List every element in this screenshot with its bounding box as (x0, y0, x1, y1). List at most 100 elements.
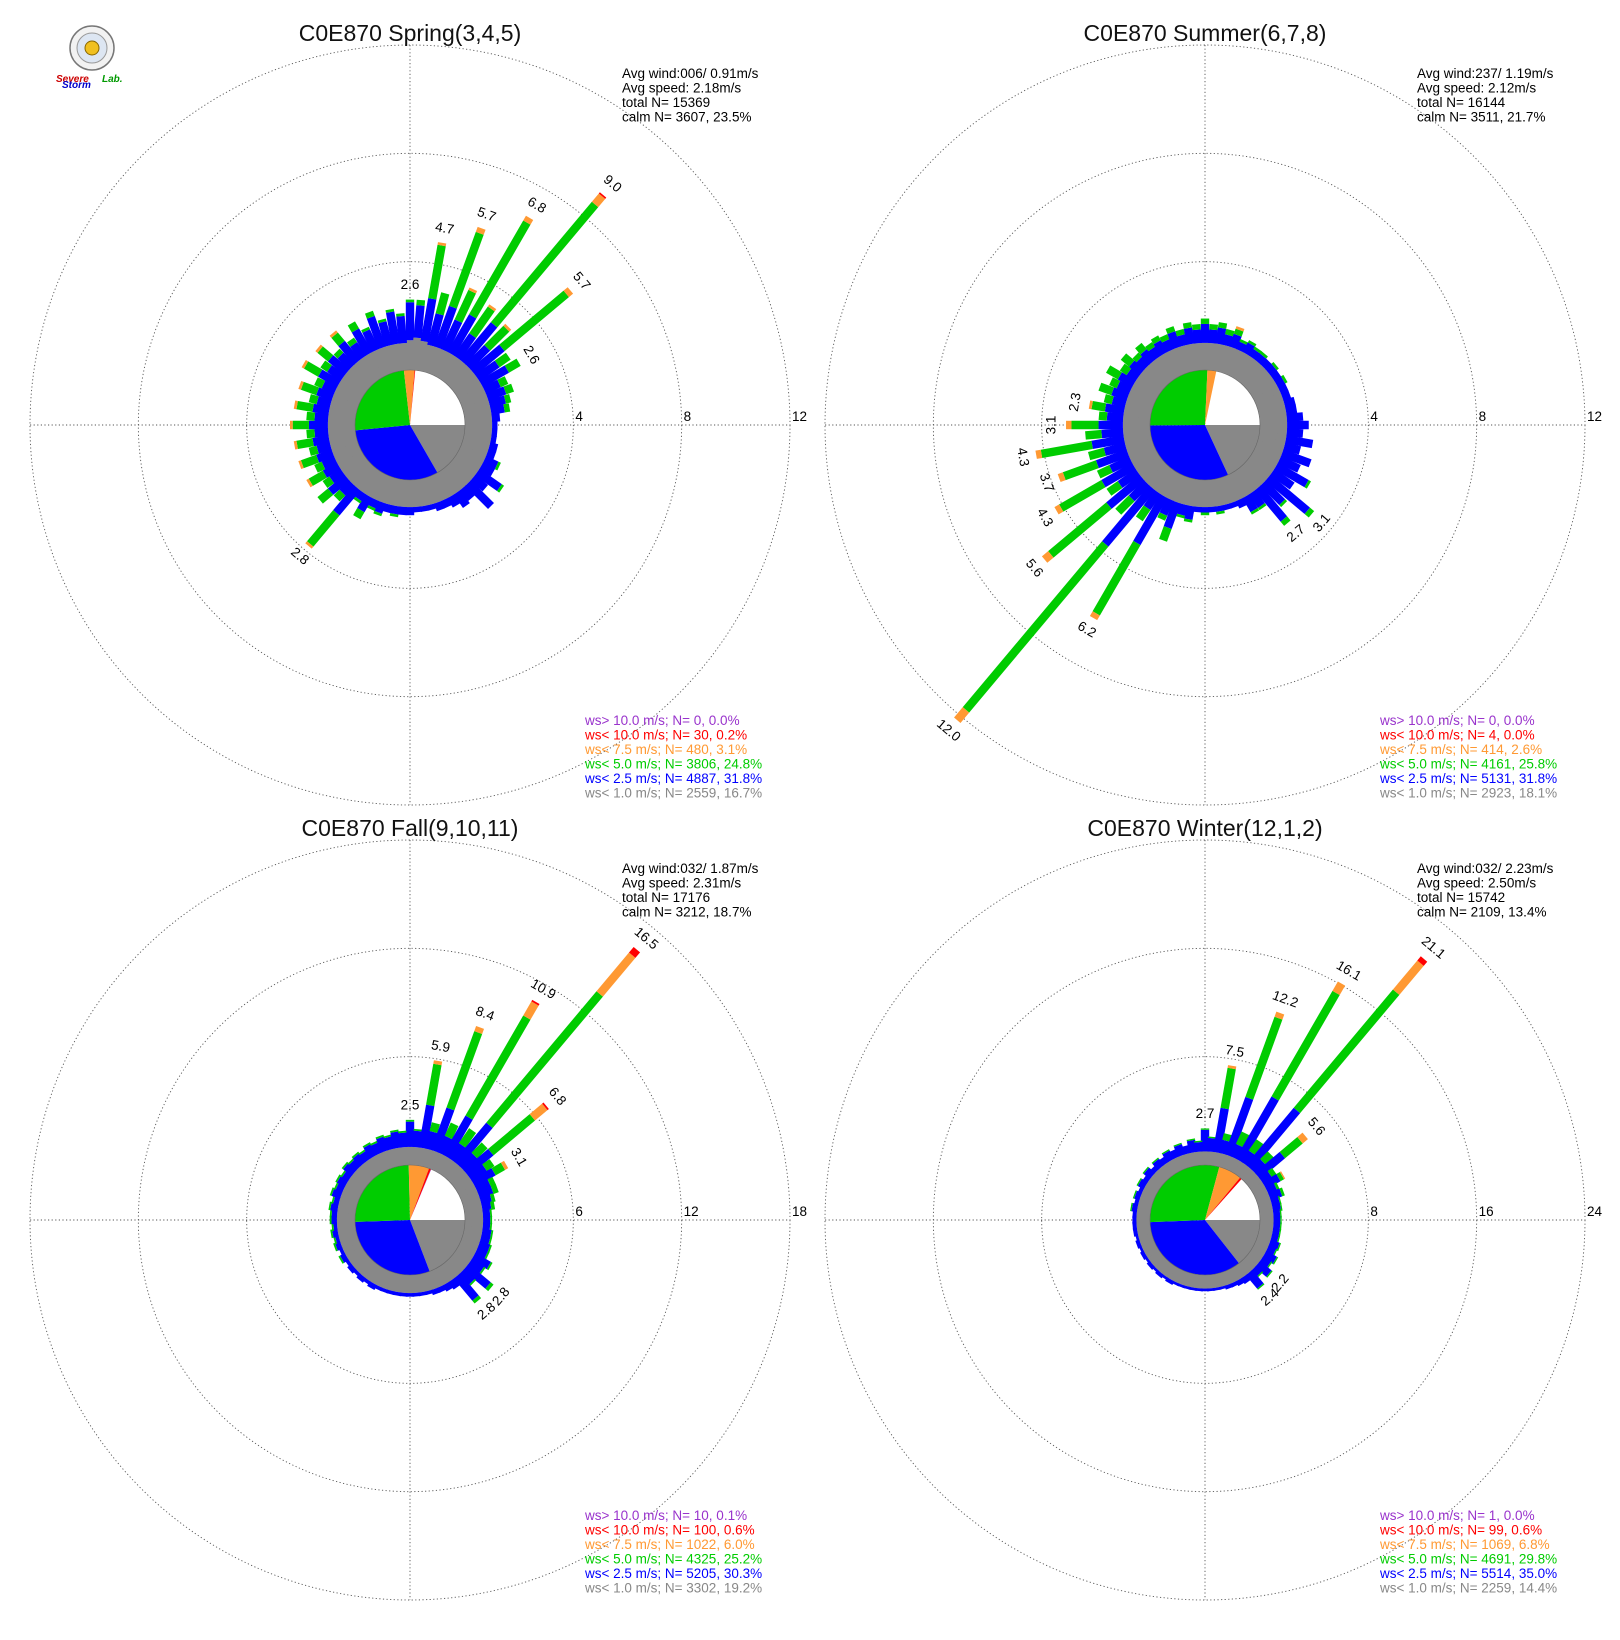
petal-segment-lt5 (499, 290, 569, 352)
petal-segment-lt2_5 (1258, 1171, 1273, 1185)
petal-segment-lt2_5 (329, 468, 346, 484)
petal-segment-lt5 (1120, 353, 1135, 367)
petal-segment-lt5 (1266, 1261, 1273, 1269)
petal-segment-lt2_5 (327, 365, 346, 382)
petal-segment-lt2_5 (327, 474, 350, 495)
petal-segment-lt2_5 (1280, 390, 1292, 401)
petal-segment-lt2_5 (314, 412, 329, 423)
petal-segment-lt5 (1103, 394, 1114, 405)
petal-segment-lt2_5 (362, 329, 380, 353)
petal-segment-lt1 (336, 380, 365, 402)
petal-segment-lt5 (448, 231, 484, 309)
petal-segment-lt2_5 (453, 1273, 479, 1301)
petal-segment-lt1 (1258, 430, 1287, 444)
petal-segment-lt1 (354, 464, 378, 491)
petal-segment-lt1 (1172, 1268, 1186, 1284)
petal-segment-lt5 (333, 348, 344, 359)
petal-segment-lt1 (1143, 1182, 1160, 1197)
petal-segment-lt7_5 (954, 707, 970, 723)
petal-segment-lt7_5 (298, 380, 304, 390)
petal-segment-lt5 (485, 1282, 494, 1292)
petal-segment-lt2_5 (1212, 1107, 1229, 1154)
petal-segment-lt2_5 (316, 449, 335, 463)
petal-segment-lt5 (347, 1157, 355, 1165)
petal-segment-lt1 (1233, 467, 1256, 495)
petal-segment-lt5 (1106, 481, 1123, 496)
legend-entry: ws> 10.0 m/s; N= 0, 0.0% (1379, 713, 1535, 728)
calm-pie-slice-lt2_5 (1150, 1220, 1239, 1276)
petal-segment-lt2_5 (1262, 1173, 1281, 1190)
petal-segment-lt5 (413, 1128, 423, 1132)
petal-value-label: 21.1 (1419, 933, 1449, 961)
petal-segment-lt1 (355, 1255, 375, 1275)
petal-segment-lt1 (1141, 1187, 1157, 1201)
petal-segment-lt5 (347, 337, 358, 347)
petal-segment-lt1 (438, 1157, 456, 1178)
petal-segment-lt2_5 (1250, 1158, 1267, 1175)
petal-segment-lt5 (308, 394, 319, 405)
petal-segment-lt2_5 (1200, 323, 1210, 343)
legend-entry: ws< 10.0 m/s; N= 30, 0.2% (584, 728, 747, 743)
petal-segment-lt5 (444, 1122, 459, 1140)
petal-segment-lt5 (303, 361, 323, 377)
petal-segment-lt1 (1237, 359, 1261, 386)
petal-segment-lt2_5 (366, 315, 386, 350)
petal-segment-lt1 (1146, 1177, 1163, 1192)
petal-segment-lt2_5 (1136, 356, 1150, 370)
petal-segment-lt5 (1048, 502, 1112, 558)
petal-segment-lt2_5 (413, 305, 425, 339)
petal-segment-lt2_5 (1109, 455, 1133, 473)
petal-value-label: 2.6 (520, 343, 542, 367)
petal-segment-lt5 (1159, 334, 1170, 343)
legend-entry: ws< 2.5 m/s; N= 4887, 31.8% (584, 771, 762, 786)
petal-segment-lt5 (1135, 505, 1151, 522)
petal-segment-lt2_5 (1224, 1096, 1254, 1158)
petal-segment-lt1 (344, 457, 371, 481)
petal-value-label: 7.5 (1224, 1042, 1245, 1060)
petal-segment-lt1 (1244, 1172, 1261, 1188)
calm-pie-slice-lt7_5 (403, 369, 415, 425)
petal-segment-lt2_5 (467, 1258, 485, 1274)
petal-segment-lt5 (389, 513, 399, 518)
petal-segment-lt2_5 (1258, 1255, 1272, 1269)
petal-segment-lt1 (1240, 363, 1267, 390)
petal-segment-lt5 (1098, 411, 1108, 421)
petal-segment-lt2_5 (322, 462, 342, 478)
stat-total: total N= 17176 (622, 890, 710, 905)
legend-entry: ws< 5.0 m/s; N= 4691, 29.8% (1379, 1552, 1557, 1567)
radial-tick-label: 8 (1479, 409, 1487, 424)
petal-segment-lt1 (1146, 1248, 1163, 1263)
petal-segment-lt1 (1257, 435, 1286, 451)
petal-segment-lt1 (1210, 343, 1224, 372)
petal-segment-lt5 (469, 220, 531, 319)
petal-segment-lt5 (338, 1255, 345, 1264)
petal-segment-lt5 (351, 1151, 360, 1159)
petal-segment-lt5 (479, 1266, 486, 1275)
petal-value-label: 5.6 (1023, 556, 1047, 580)
petal-segment-lt2_5 (1229, 500, 1239, 509)
petal-segment-lt2_5 (382, 503, 393, 514)
petal-segment-lt1 (359, 1161, 378, 1181)
petal-segment-lt5 (1253, 346, 1262, 354)
petal-segment-lt5 (405, 299, 415, 303)
petal-value-label: 2.7 (1284, 521, 1308, 545)
petal-segment-lt2_5 (465, 344, 491, 370)
petal-segment-lt1 (375, 1268, 391, 1288)
petal-segment-lt5 (1209, 323, 1218, 331)
petal-segment-lt2_5 (378, 321, 393, 347)
petal-segment-lt2_5 (308, 420, 328, 430)
radial-tick-label: 18 (792, 1204, 807, 1219)
petal-segment-lt1 (1240, 1255, 1257, 1272)
petal-segment-lt5 (486, 1261, 493, 1271)
petal-segment-lt7_5 (329, 330, 338, 338)
petal-segment-lt7_5 (301, 360, 309, 369)
petal-segment-lt2_5 (482, 455, 499, 470)
petal-segment-lt2_5 (1143, 489, 1162, 511)
petal-segment-lt5 (405, 1119, 415, 1122)
petal-segment-lt5 (1161, 1149, 1170, 1155)
petal-segment-lt5 (1119, 363, 1132, 376)
petal-segment-lt5 (468, 1278, 477, 1287)
petal-segment-lt1 (1237, 464, 1261, 491)
petal-segment-lt5 (1279, 1187, 1285, 1197)
calm-pie-slice-calm (1205, 371, 1260, 425)
